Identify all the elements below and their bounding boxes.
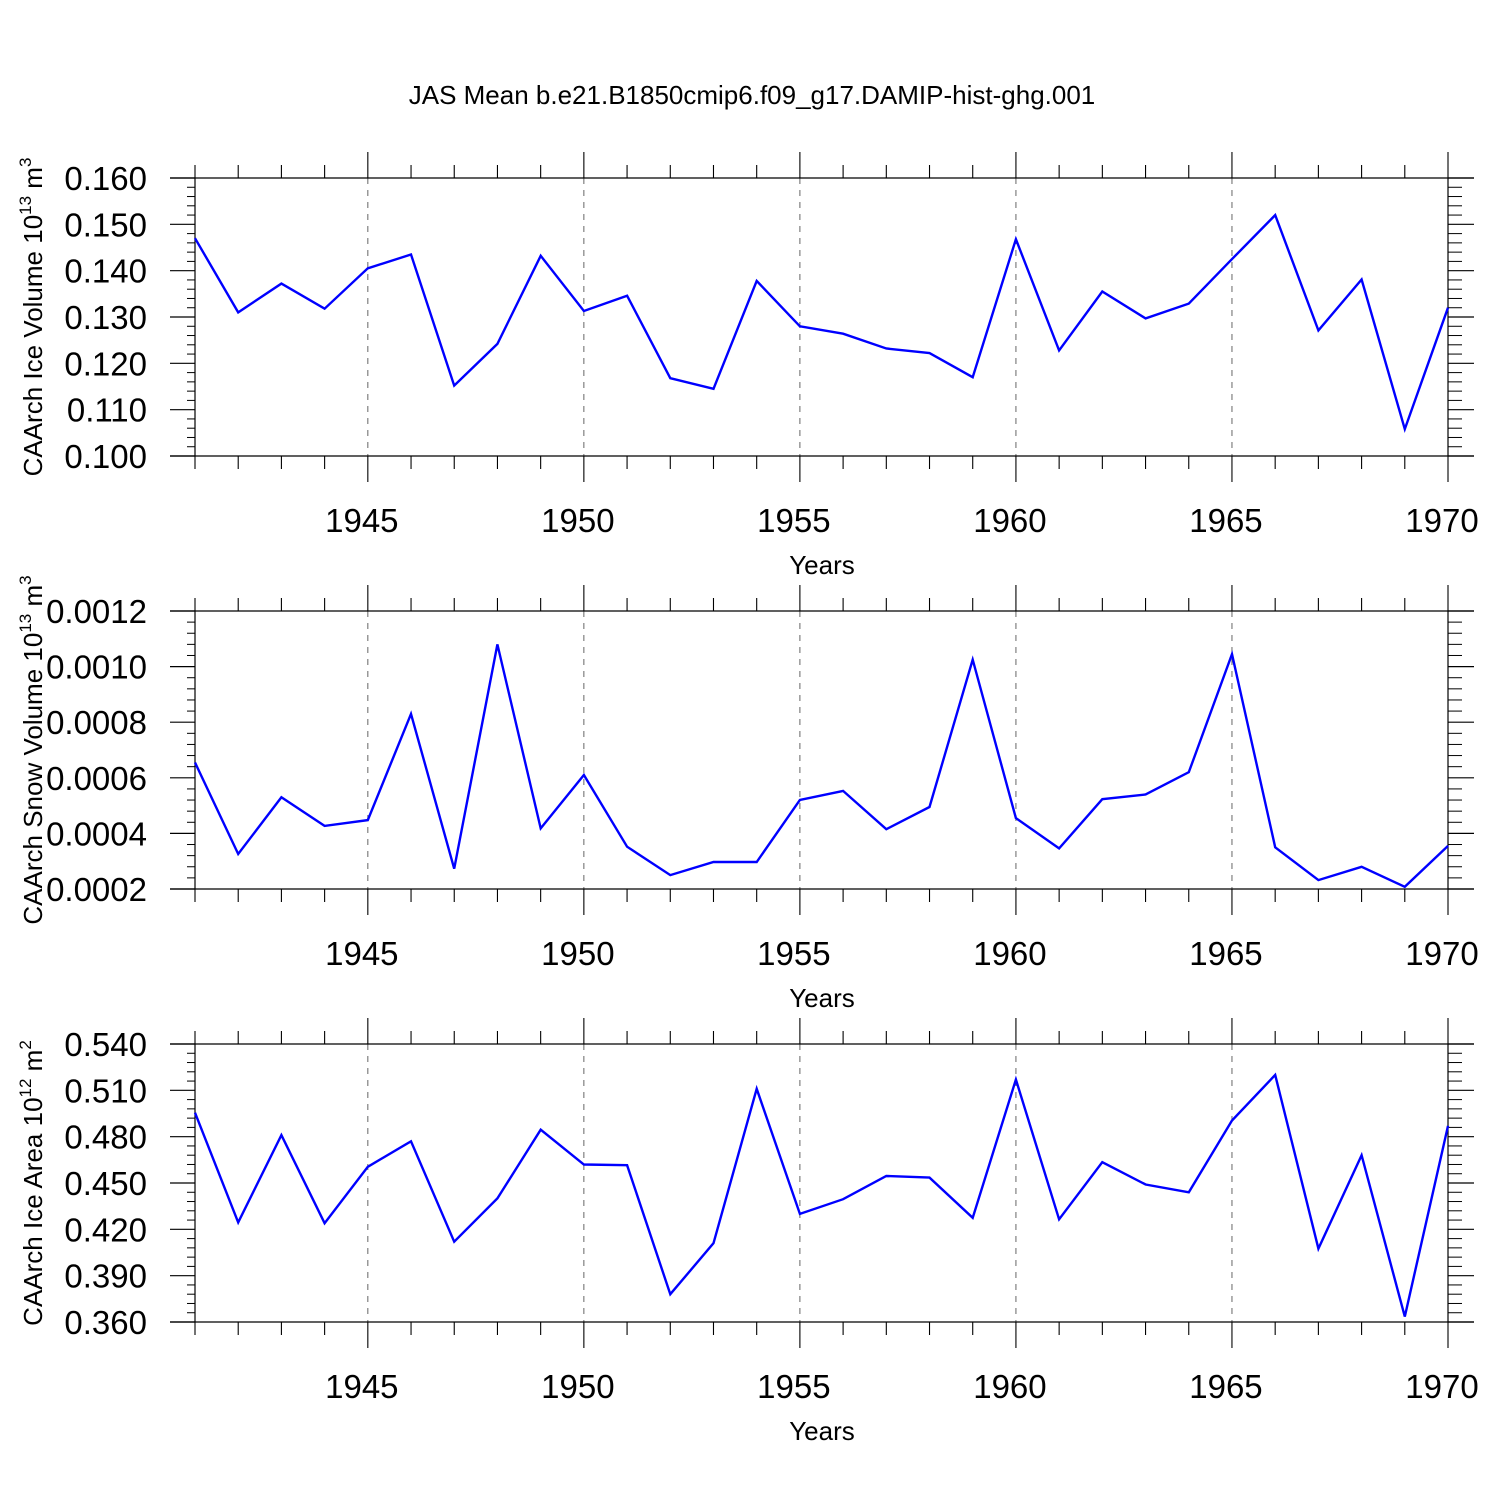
x-tick-label-1965: 1965 <box>1189 935 1262 972</box>
y-axis-label: CAArch Snow Volume 1013 m3 <box>16 575 48 924</box>
y-tick-label: 0.510 <box>64 1072 147 1109</box>
chart-panel-1: 0.100 0.110 0.120 0.130 0.140 0.150 0.160 1945 1… <box>16 152 1479 580</box>
y-tick-label: 0.420 <box>64 1211 147 1248</box>
y-tick-label: 0.0004 <box>46 815 147 852</box>
series-line <box>193 644 1449 889</box>
y-tick-label: 0.360 <box>64 1304 147 1341</box>
x-tick-label-1960: 1960 <box>973 1368 1046 1405</box>
x-tick-label-1960: 1960 <box>973 502 1046 539</box>
y-tick-label: 0.150 <box>64 206 147 243</box>
y-tick-label: 0.0006 <box>46 760 147 797</box>
y-tick-label: 0.130 <box>64 299 147 336</box>
x-tick-label-1945: 1945 <box>325 935 398 972</box>
x-axis-label: Years <box>789 983 855 1013</box>
x-tick-label-1970: 1970 <box>1405 1368 1478 1405</box>
y-tick-label: 0.540 <box>64 1026 147 1063</box>
y-tick-label: 0.110 <box>67 392 147 429</box>
y-tick-label: 0.120 <box>64 345 147 382</box>
x-tick-label-1950: 1950 <box>541 502 614 539</box>
y-tick-label: 0.0012 <box>46 593 147 630</box>
x-tick-label-1965: 1965 <box>1189 1368 1262 1405</box>
y-tick-label: 0.450 <box>64 1165 147 1202</box>
y-tick-label: 0.0002 <box>46 871 147 908</box>
y-axis-label: CAArch Ice Volume 1013 m3 <box>16 158 48 477</box>
x-tick-label-1950: 1950 <box>541 1368 614 1405</box>
x-tick-label-1970: 1970 <box>1405 502 1478 539</box>
x-tick-label-1970: 1970 <box>1405 935 1478 972</box>
series-line <box>193 1072 1450 1317</box>
y-tick-label: 0.160 <box>64 160 147 197</box>
y-tick-label: 0.480 <box>64 1119 147 1156</box>
chart-panel-3: 0.360 0.390 0.420 0.450 0.480 0.510 0.540 1945 1… <box>16 1018 1479 1446</box>
panels: 0.100 0.110 0.120 0.130 0.140 0.150 0.160 1945 1… <box>16 152 1479 1446</box>
x-tick-label-1965: 1965 <box>1189 502 1262 539</box>
series-line <box>193 212 1450 434</box>
x-tick-label-1960: 1960 <box>973 935 1046 972</box>
x-tick-label-1945: 1945 <box>325 1368 398 1405</box>
x-axis-label: Years <box>789 1416 855 1446</box>
y-tick-label: 0.100 <box>64 438 147 475</box>
x-tick-label-1955: 1955 <box>757 935 830 972</box>
y-tick-label: 0.140 <box>64 253 147 290</box>
x-tick-label-1955: 1955 <box>757 502 830 539</box>
chart-panel-2: 0.0002 0.0004 0.0006 0.0008 0.0010 0.0012 1945… <box>16 575 1479 1013</box>
y-tick-label: 0.0008 <box>46 704 147 741</box>
y-axis-label: CAArch Ice Area 1012 m2 <box>16 1040 48 1326</box>
x-tick-label-1950: 1950 <box>541 935 614 972</box>
figure-title: JAS Mean b.e21.B1850cmip6.f09_g17.DAMIP-… <box>409 80 1096 110</box>
y-tick-label: 0.390 <box>64 1258 147 1295</box>
x-tick-label-1955: 1955 <box>757 1368 830 1405</box>
x-axis-label: Years <box>789 550 855 580</box>
x-tick-label-1945: 1945 <box>325 502 398 539</box>
y-tick-label: 0.0010 <box>46 649 147 686</box>
